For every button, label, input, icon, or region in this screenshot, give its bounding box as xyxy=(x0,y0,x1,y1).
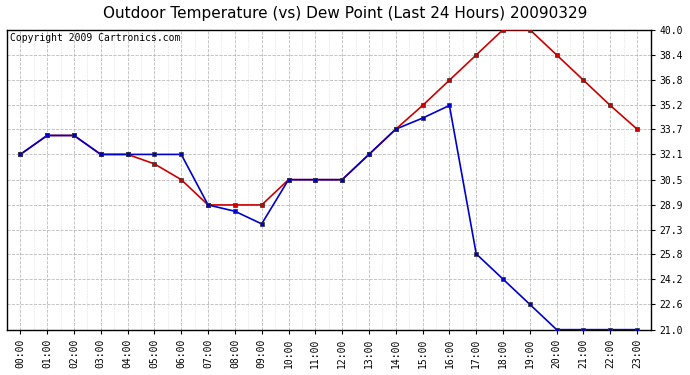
Text: Outdoor Temperature (vs) Dew Point (Last 24 Hours) 20090329: Outdoor Temperature (vs) Dew Point (Last… xyxy=(103,6,587,21)
Text: Copyright 2009 Cartronics.com: Copyright 2009 Cartronics.com xyxy=(10,33,181,43)
